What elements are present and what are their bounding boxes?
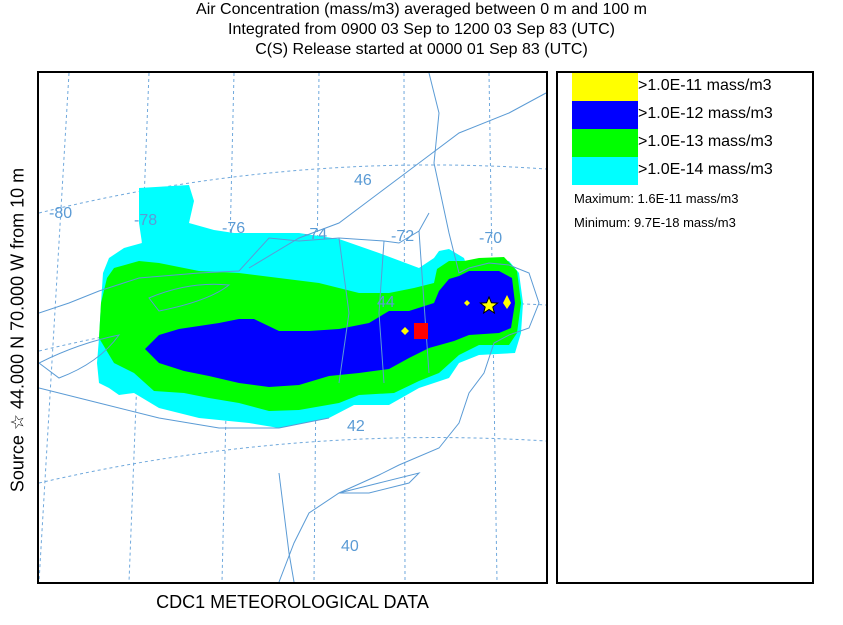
coastline-northeast [278,73,540,582]
legend-label: >1.0E-13 mass/m3 [638,133,773,150]
border-vt-nh [378,240,385,384]
lon-label: -76 [222,220,245,237]
legend-minimum: Minimum: 9.7E-18 mass/m3 [574,215,736,230]
legend-item: >1.0E-13 mass/m3 [572,129,812,157]
parallel-42 [39,437,546,484]
lat-label: 42 [347,418,365,435]
legend-item: >1.0E-12 mass/m3 [572,101,812,129]
title-line-3: C(S) Release started at 0000 01 Sep 83 (… [255,41,588,58]
legend-item: >1.0E-14 mass/m3 [572,157,812,185]
border-ny-vt [338,237,350,384]
lon-label: -78 [134,212,157,229]
lon-label: -70 [479,230,502,247]
latitude-labels: 46 44 42 40 [341,172,395,555]
meridian-80 [39,73,70,582]
legend-label: >1.0E-11 mass/m3 [638,77,772,94]
lake-ontario [148,283,231,312]
max-marker [414,323,428,339]
legend-label: >1.0E-12 mass/m3 [638,105,773,122]
lat-label: 46 [354,172,372,189]
star-icon [479,295,499,315]
legend-maximum: Maximum: 1.6E-11 mass/m3 [574,191,739,206]
border-us-canada [39,212,430,314]
boundaries [39,73,546,582]
legend-item: >1.0E-11 mass/m3 [572,73,812,101]
lon-label: -74 [304,226,327,243]
contour-1e-11-mid [464,300,470,306]
contour-1e-11-west [401,327,409,335]
map-panel: -80 -78 -76 -74 -72 -70 46 44 42 40 [37,71,548,584]
legend-swatch [572,73,638,101]
lake-erie [39,334,121,379]
title-line-1: Air Concentration (mass/m3) averaged bet… [196,1,647,18]
lon-label: -72 [391,228,414,245]
max-concentration-marker [414,323,428,339]
longitude-labels: -80 -78 -76 -74 -72 -70 [49,205,502,247]
source-location-label: Source ☆ 44.000 N 70.000 W from 10 m [7,167,28,493]
river-stlawrence [248,92,546,269]
concentration-map: -80 -78 -76 -74 -72 -70 46 44 42 40 [39,73,546,582]
lat-label: 40 [341,538,359,555]
shore-nj [278,472,295,582]
legend-swatch [572,101,638,129]
title-line-2: Integrated from 0900 03 Sep to 1200 03 S… [228,21,615,38]
lat-label: 44 [377,294,395,311]
lon-label: -80 [49,205,72,222]
plume [97,185,523,428]
legend-label: >1.0E-14 mass/m3 [638,161,773,178]
legend-panel: >1.0E-11 mass/m3 >1.0E-12 mass/m3 >1.0E-… [556,71,814,584]
legend-swatch [572,157,638,185]
contour-1e-12 [145,271,515,387]
footer-caption: CDC1 METEOROLOGICAL DATA [156,592,429,612]
contour-1e-11-east [503,295,511,309]
parallel-46 [39,164,546,214]
legend-swatch [572,129,638,157]
long-island [338,472,421,494]
border-ny-pa [39,387,330,429]
border-nh-me [418,230,430,374]
